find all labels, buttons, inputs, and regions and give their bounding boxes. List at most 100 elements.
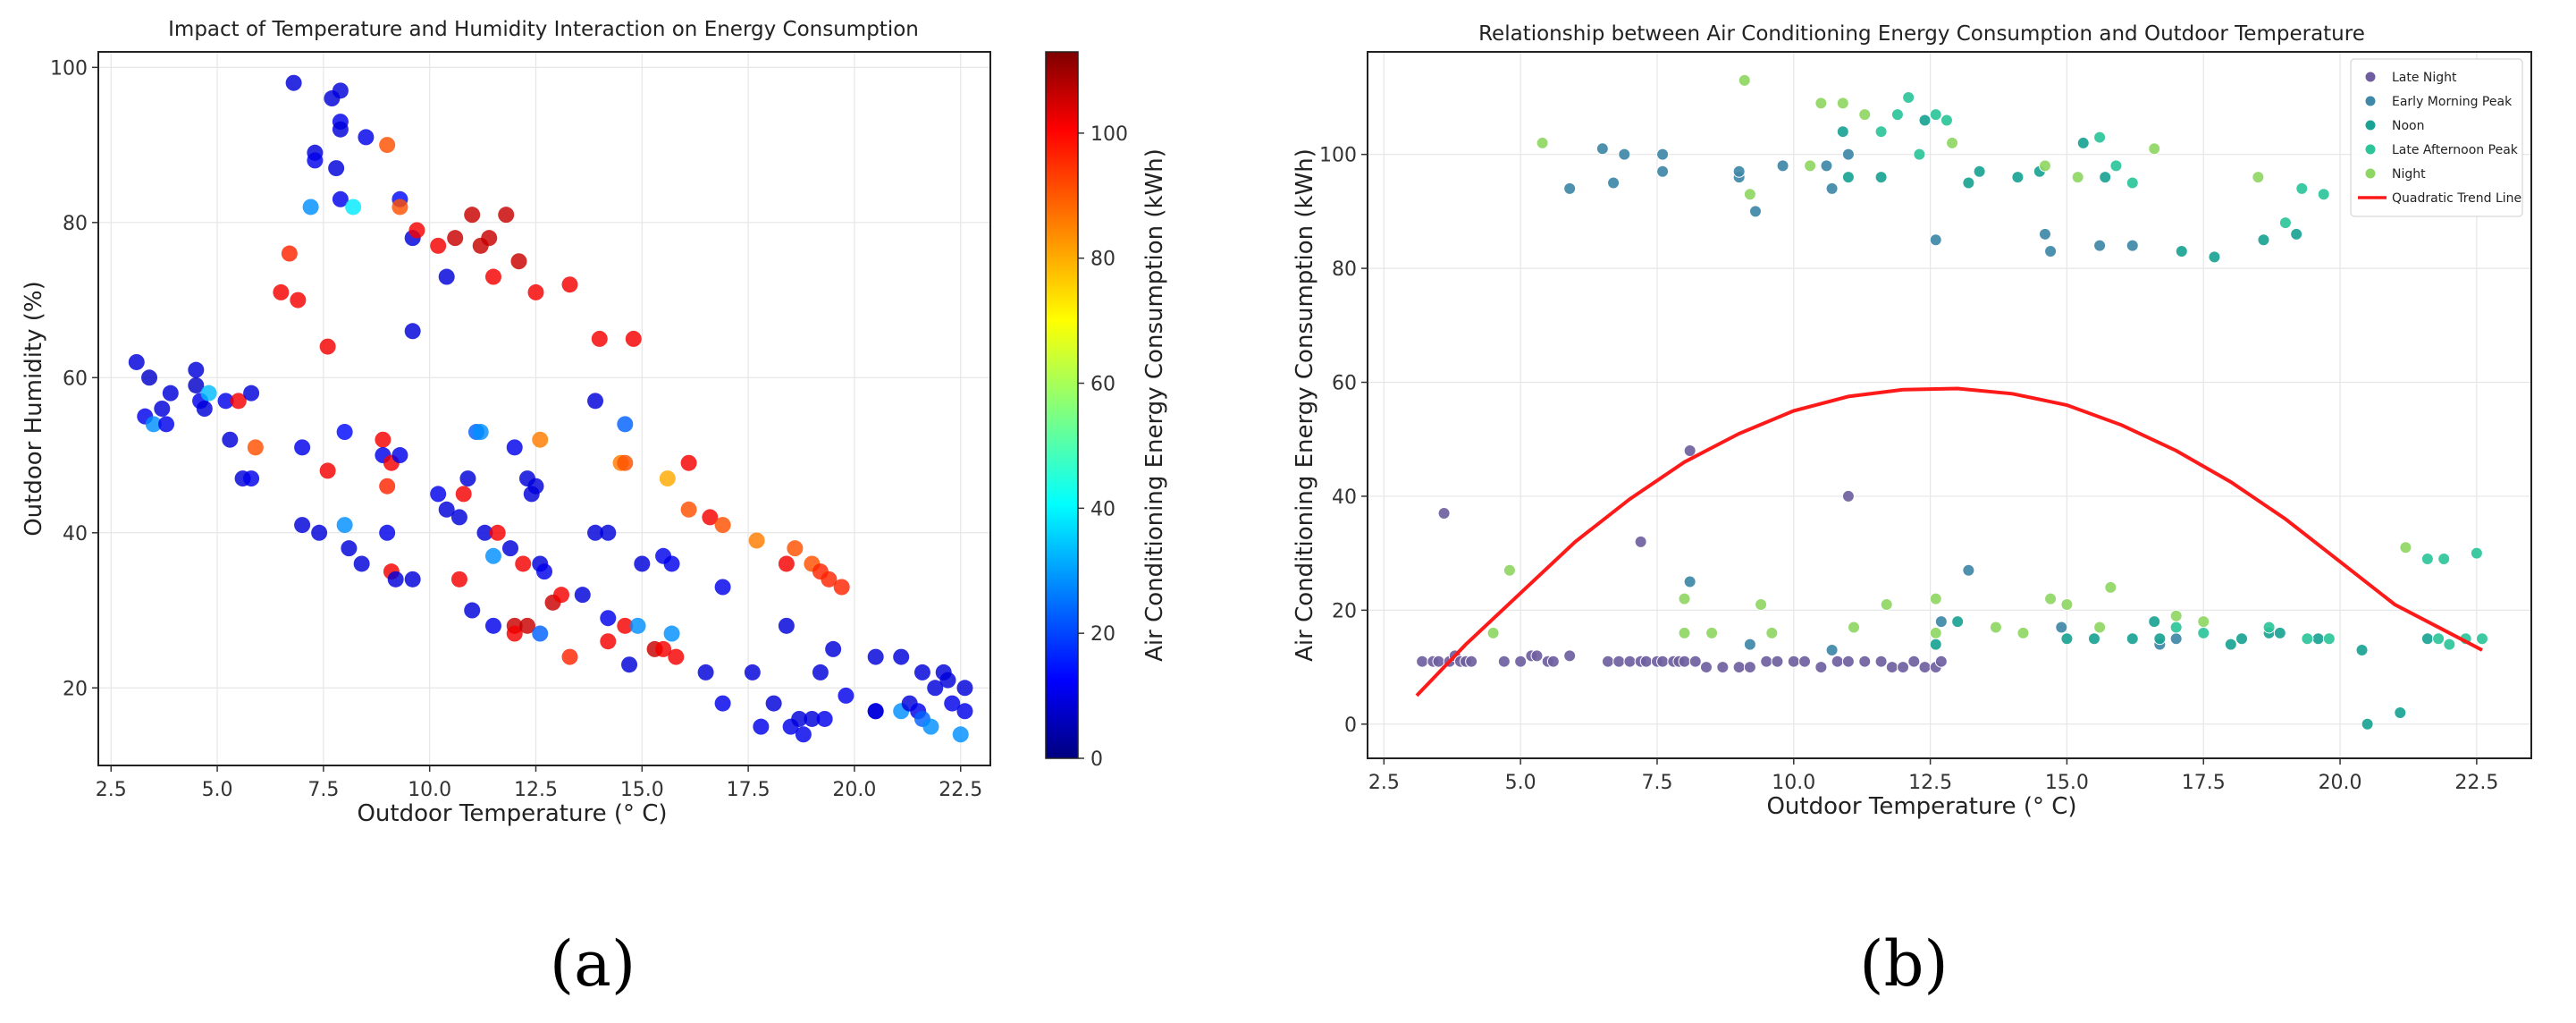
data-point xyxy=(617,454,634,471)
data-point xyxy=(336,517,353,534)
data-point xyxy=(1678,655,1691,668)
data-point xyxy=(1514,655,1528,668)
data-point xyxy=(1486,626,1500,639)
data-point xyxy=(273,283,290,300)
data-point xyxy=(561,276,578,293)
data-point xyxy=(625,330,642,347)
data-point xyxy=(332,121,349,138)
data-point xyxy=(1595,142,1609,156)
data-point xyxy=(2038,159,2051,173)
data-point xyxy=(659,470,676,487)
data-point xyxy=(1858,655,1872,668)
data-point xyxy=(332,82,349,99)
data-point xyxy=(574,587,591,604)
data-point xyxy=(1563,182,1577,195)
data-point xyxy=(952,726,969,743)
data-point xyxy=(464,207,481,224)
data-point xyxy=(1874,655,1888,668)
data-point xyxy=(2301,632,2314,646)
x-tick-label: 15.0 xyxy=(2045,772,2089,794)
data-point xyxy=(1612,655,1626,668)
data-point xyxy=(430,486,447,503)
data-point xyxy=(1841,148,1855,161)
x-tick-label: 2.5 xyxy=(96,779,127,801)
data-point xyxy=(1902,90,1915,104)
data-point xyxy=(1918,661,1932,674)
data-point xyxy=(600,633,617,650)
colorbar-ticks: 0 20 40 60 80 100 xyxy=(1078,123,1128,771)
data-point xyxy=(778,617,795,634)
data-point xyxy=(281,245,298,262)
data-point xyxy=(1962,563,1975,577)
data-point xyxy=(1934,655,1948,668)
data-point xyxy=(2420,553,2434,566)
panel-b: Relationship between Air Conditioning En… xyxy=(1292,22,2532,820)
data-point xyxy=(353,555,370,572)
data-point xyxy=(2475,632,2488,646)
y-tick-label: 100 xyxy=(1319,145,1357,167)
data-point xyxy=(1918,114,1932,127)
data-point xyxy=(587,393,604,410)
data-point xyxy=(2099,171,2112,184)
data-point xyxy=(2399,541,2412,554)
data-point xyxy=(2361,717,2374,731)
data-point xyxy=(1885,661,1898,674)
data-point xyxy=(1934,615,1948,629)
data-point xyxy=(1705,626,1719,639)
y-ticks-b: 0 20 40 60 80 100 xyxy=(1319,145,1368,737)
data-point xyxy=(2290,227,2303,241)
data-point xyxy=(489,524,506,541)
data-point xyxy=(765,695,782,712)
data-point xyxy=(536,563,552,580)
data-point xyxy=(2104,580,2117,594)
legend-entry: Early Morning Peak xyxy=(2392,95,2513,109)
x-ticks-a: 2.5 5.0 7.5 10.0 12.5 15.0 17.5 20.0 22.5 xyxy=(96,765,982,801)
data-point xyxy=(387,571,404,588)
data-point xyxy=(302,199,319,216)
data-point xyxy=(1656,165,1670,178)
data-point xyxy=(527,283,544,300)
y-tick-label: 20 xyxy=(1332,600,1357,622)
data-point xyxy=(476,524,493,541)
data-point xyxy=(484,617,501,634)
data-point xyxy=(553,587,570,604)
data-point xyxy=(532,431,549,448)
data-point xyxy=(1874,171,1888,184)
data-point xyxy=(510,253,527,270)
data-point xyxy=(2262,621,2276,634)
data-point xyxy=(2197,615,2210,629)
data-point xyxy=(1897,661,1910,674)
data-point xyxy=(196,401,213,417)
data-point xyxy=(1465,655,1478,668)
x-tick-label: 15.0 xyxy=(620,779,664,801)
data-point xyxy=(1601,655,1614,668)
legend-marker xyxy=(2365,96,2376,106)
points-b xyxy=(1416,73,2488,731)
data-point xyxy=(1743,661,1756,674)
data-point xyxy=(1787,655,1800,668)
data-point xyxy=(1798,655,1812,668)
data-point xyxy=(587,524,604,541)
colorbar-tick-label: 80 xyxy=(1090,249,1115,271)
data-point xyxy=(1639,655,1653,668)
data-point xyxy=(714,579,731,596)
data-point xyxy=(336,424,353,441)
data-point xyxy=(944,695,961,712)
data-point xyxy=(2055,621,2068,634)
data-point xyxy=(2148,142,2161,156)
data-point xyxy=(2093,621,2107,634)
data-point xyxy=(1732,661,1746,674)
legend-marker xyxy=(2365,120,2376,131)
data-point xyxy=(1678,592,1691,605)
data-point xyxy=(188,376,205,393)
legend-box xyxy=(2350,58,2523,217)
data-point xyxy=(506,625,523,642)
data-point xyxy=(1929,108,1942,122)
data-point xyxy=(459,470,476,487)
x-tick-label: 10.0 xyxy=(408,779,451,801)
data-point xyxy=(2273,626,2286,639)
data-point xyxy=(1760,655,1773,668)
data-point xyxy=(481,230,498,247)
data-point xyxy=(1530,649,1544,663)
